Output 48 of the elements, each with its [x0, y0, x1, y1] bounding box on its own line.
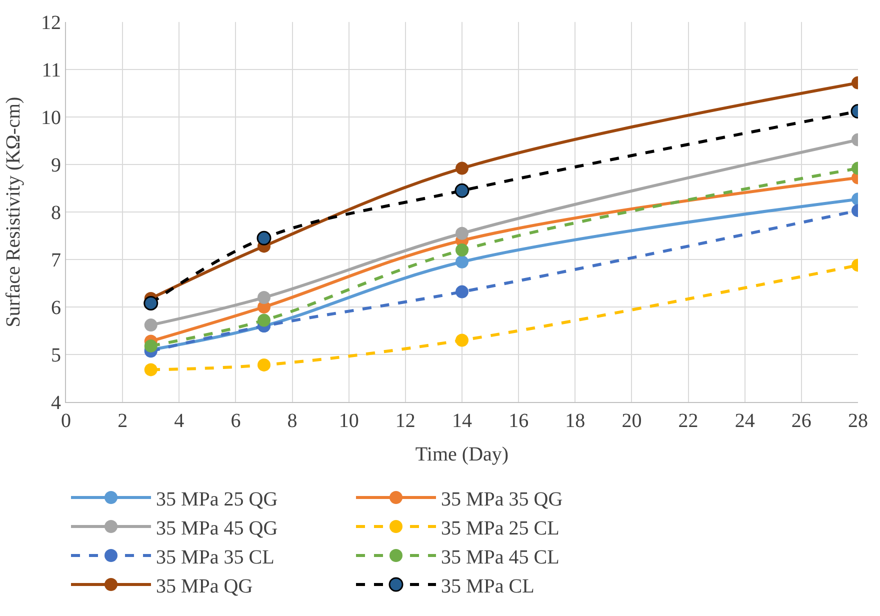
legend-label: 35 MPa CL: [441, 575, 534, 598]
y-tick-label: 12: [41, 12, 61, 34]
x-tick-label: 18: [565, 410, 586, 432]
point: [256, 230, 272, 246]
legend-label: 35 MPa 25 QG: [156, 488, 278, 510]
point: [144, 363, 158, 376]
point: [144, 339, 158, 352]
point: [456, 244, 468, 256]
point: [258, 358, 270, 372]
y-tick-label: 4: [51, 392, 61, 414]
y-tick-label: 7: [51, 250, 61, 272]
y-tick-label: 6: [51, 297, 61, 319]
x-tick-label: 12: [395, 410, 416, 432]
x-tick-label: 28: [848, 410, 868, 432]
point: [456, 285, 468, 298]
x-tick-label: 22: [678, 410, 698, 432]
point: [456, 334, 468, 347]
y-axis-title: Surface Resistivity (KΩ-cm): [2, 96, 24, 328]
y-tick-label: 8: [51, 202, 61, 224]
y-tick-label: 5: [51, 344, 61, 366]
x-tick-label: 4: [174, 410, 184, 432]
legend-label: 35 MPa 35 QG: [441, 488, 563, 510]
x-tick-label: 10: [338, 410, 359, 432]
point: [144, 318, 158, 332]
x-axis-title: Time (Day): [415, 444, 509, 466]
point: [456, 226, 468, 240]
legend-label: 35 MPa 25 CL: [441, 517, 560, 540]
point: [144, 296, 158, 310]
x-tick-label: 24: [734, 410, 755, 432]
legend-label: 35 MPa 45 CL: [441, 546, 560, 568]
x-tick-label: 0: [61, 410, 71, 432]
y-tick-label: 10: [41, 107, 61, 129]
x-tick-label: 20: [622, 410, 642, 432]
x-tick-label: 8: [287, 410, 298, 432]
x-tick-label: 6: [230, 410, 241, 432]
legend-label: 35 MPa 45 QG: [156, 517, 278, 540]
legend-label: 35 MPa 35 CL: [156, 546, 274, 568]
x-tick-label: 2: [118, 410, 128, 432]
x-tick-label: 16: [508, 410, 529, 432]
y-tick-label: 11: [42, 60, 61, 82]
point: [456, 162, 468, 175]
point: [258, 291, 270, 304]
y-tick-label: 9: [51, 154, 61, 176]
x-tick-label: 14: [452, 410, 472, 432]
point: [258, 314, 270, 327]
legend-label: 35 MPa QG: [156, 575, 253, 598]
point: [454, 183, 470, 198]
x-tick-label: 26: [791, 410, 812, 432]
